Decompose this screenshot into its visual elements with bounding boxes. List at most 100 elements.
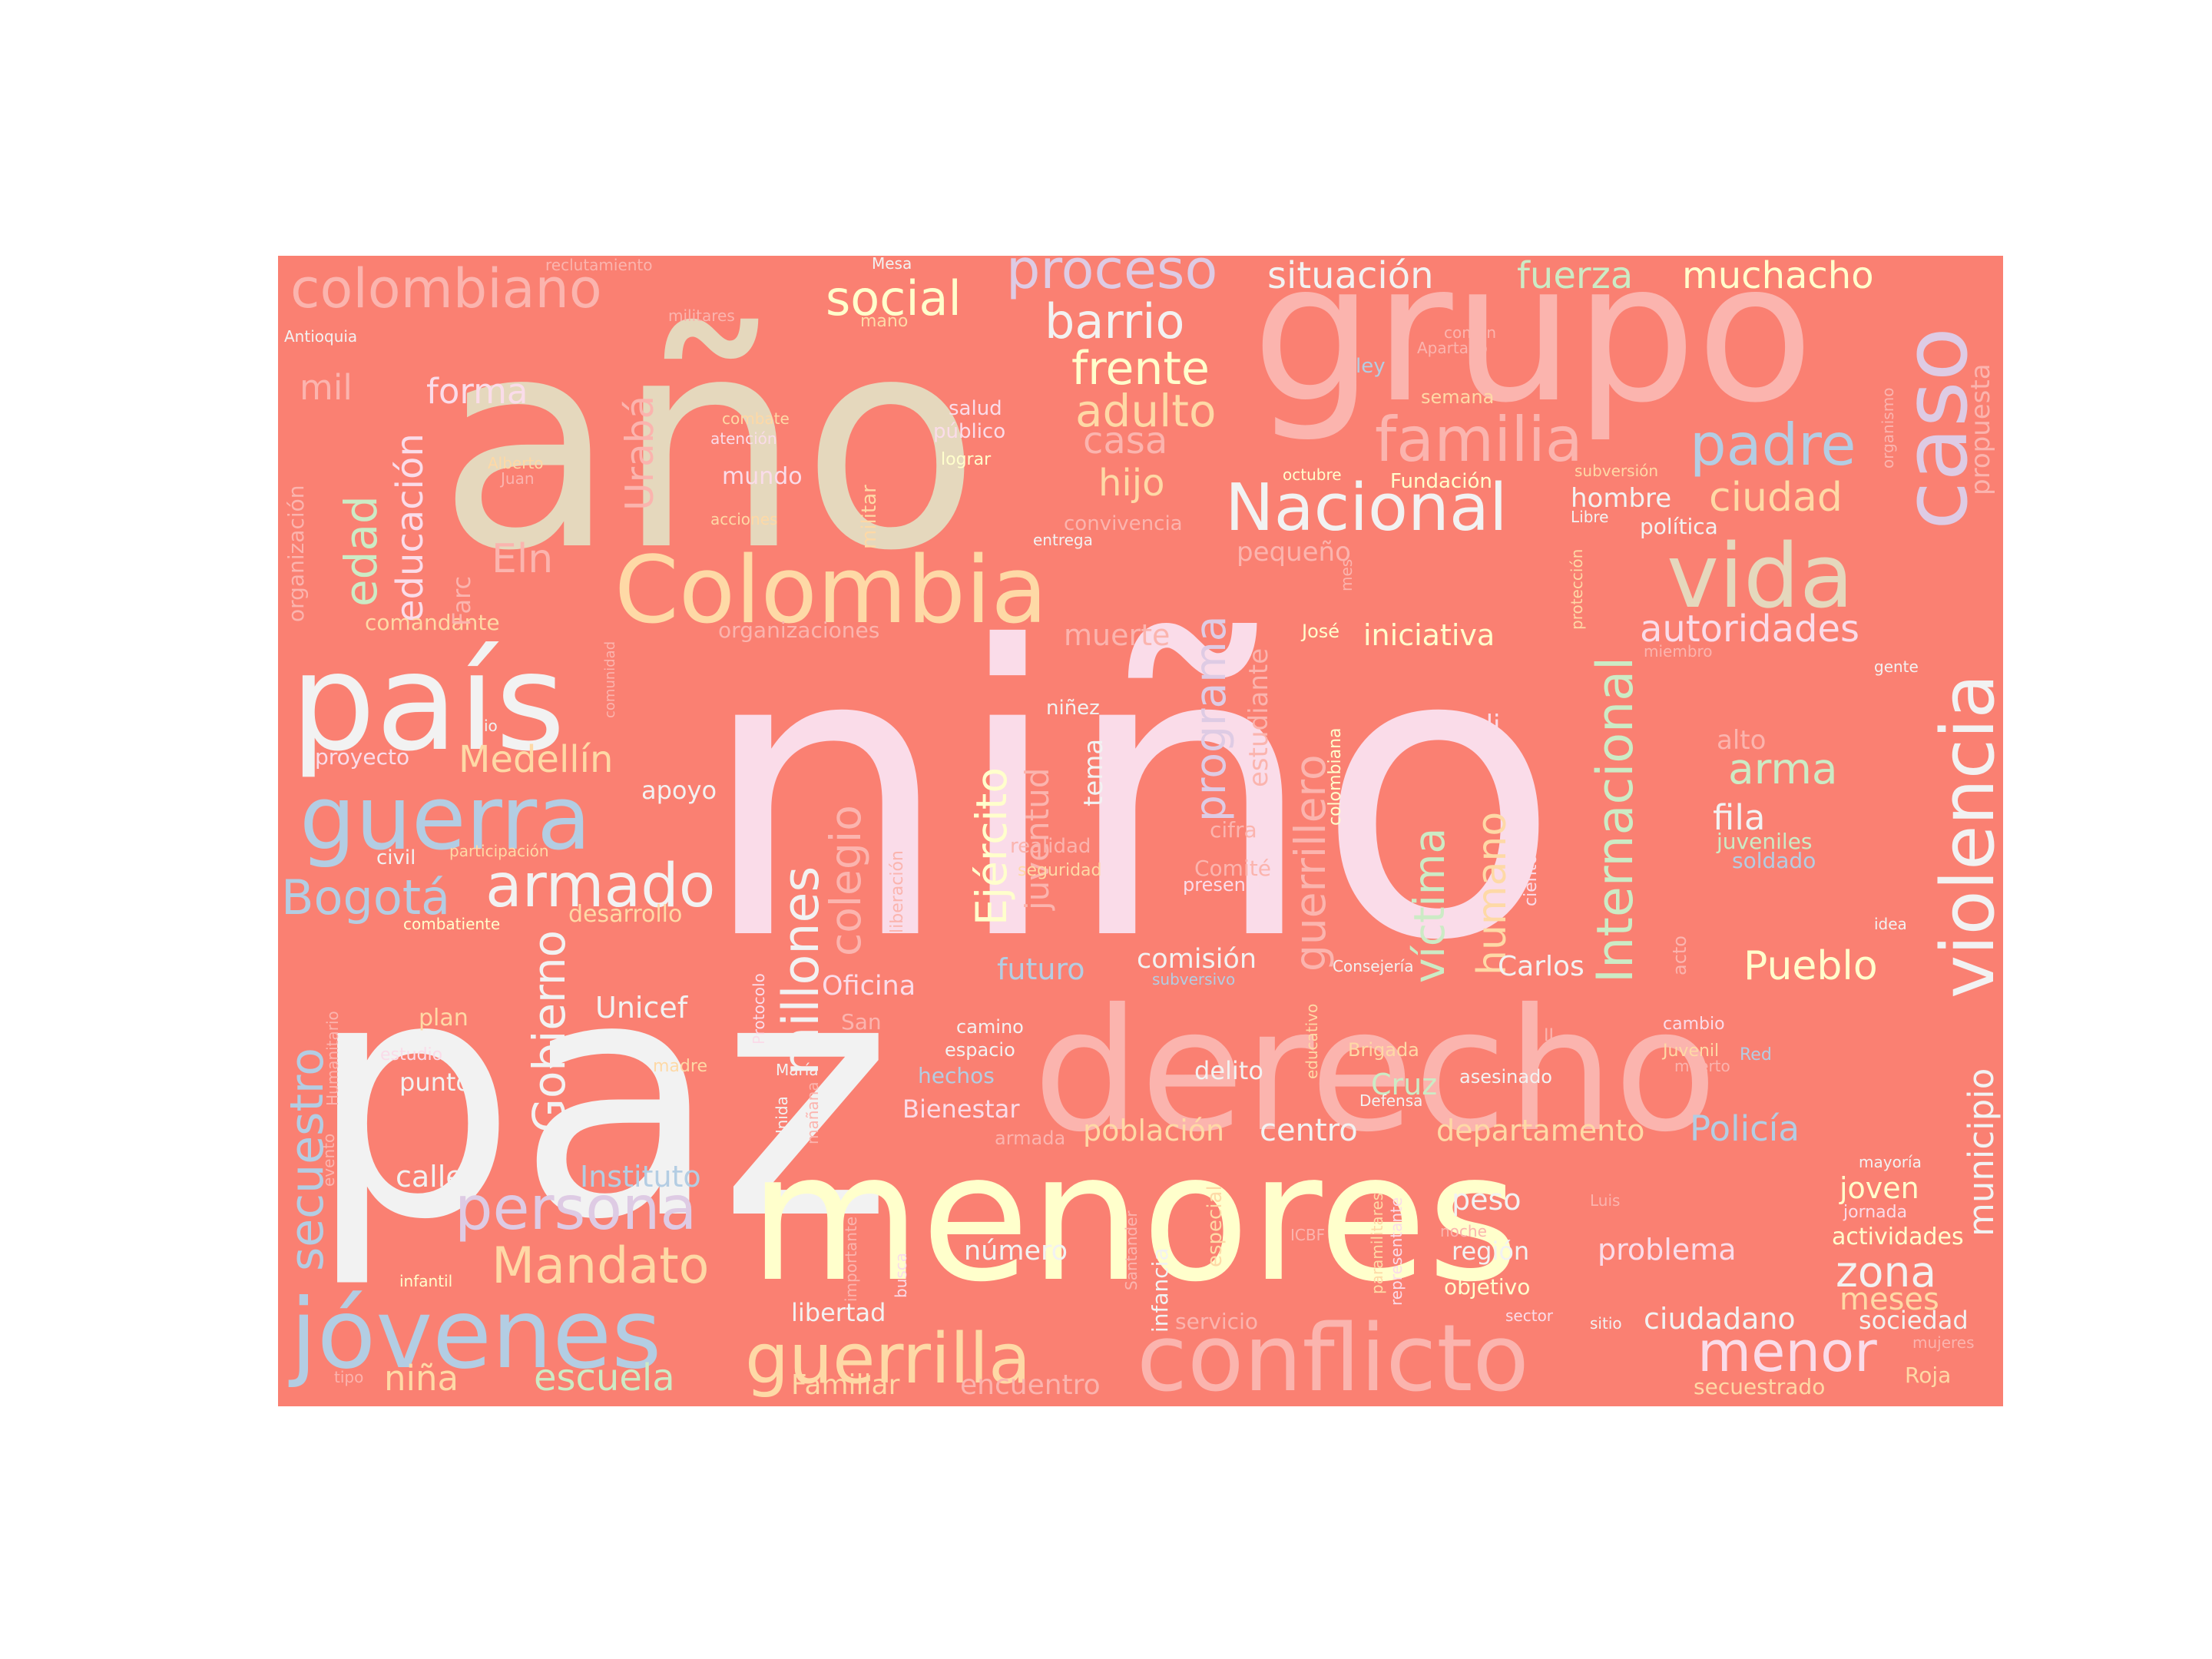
word-estudio: estudio xyxy=(380,1045,442,1065)
word-militares: militares xyxy=(668,306,735,325)
word-mano: mano xyxy=(860,312,908,331)
word-bienestar: Bienestar xyxy=(902,1094,1020,1124)
word-icbf: ICBF xyxy=(1290,1226,1325,1244)
word-muerte: muerte xyxy=(1064,618,1170,652)
word-especial: especial xyxy=(1204,1185,1227,1267)
word-menor: menor xyxy=(1697,1320,1877,1384)
word-adulto: adulto xyxy=(1075,385,1216,437)
word-sector: sector xyxy=(1505,1306,1554,1325)
word-subversion: subversión xyxy=(1575,462,1658,480)
word-combatiente: combatiente xyxy=(403,915,500,933)
word-actividades: actividades xyxy=(1832,1224,1964,1250)
word-medellin: Medellín xyxy=(459,738,613,781)
word-mes: mes xyxy=(1337,559,1356,591)
word-educativo: educativo xyxy=(1303,1004,1321,1079)
word-cali: Cali xyxy=(1452,710,1500,740)
word-humanitario: Humanitario xyxy=(323,1011,342,1106)
word-punto: punto xyxy=(399,1068,471,1097)
word-libre: Libre xyxy=(1571,508,1608,526)
word-acciones: acciones xyxy=(710,510,777,528)
word-humano: humano xyxy=(1469,812,1515,975)
word-mil: mil xyxy=(300,367,353,408)
word-organizaciones: organizaciones xyxy=(718,618,879,643)
word-alberto: Alberto xyxy=(488,454,544,472)
word-internacional: Internacional xyxy=(1587,657,1644,983)
word-presencia: presencia xyxy=(1183,874,1272,896)
word-publico: público xyxy=(933,420,1005,443)
word-lograr: lograr xyxy=(941,450,992,469)
word-ley: ley xyxy=(1356,355,1386,378)
word-roja: Roja xyxy=(1905,1363,1951,1388)
word-region: región xyxy=(1452,1237,1529,1266)
word-departamento: departamento xyxy=(1436,1114,1644,1147)
word-social: social xyxy=(826,270,962,326)
word-colombiana: colombiana xyxy=(1326,727,1345,826)
word-arma: arma xyxy=(1728,744,1838,793)
word-calle: calle xyxy=(396,1160,464,1194)
word-cruz: Cruz xyxy=(1371,1068,1437,1101)
word-forma: forma xyxy=(426,371,528,412)
word-evento: evento xyxy=(320,1134,338,1187)
word-plan: plan xyxy=(419,1005,469,1031)
word-red: Red xyxy=(1740,1045,1772,1065)
word-ninez: niñez xyxy=(1046,697,1100,720)
word-colombia: Colombia xyxy=(614,538,1048,644)
word-secuestrado: secuestrado xyxy=(1694,1374,1825,1399)
word-centro: centro xyxy=(1260,1113,1358,1148)
word-numero: número xyxy=(964,1236,1068,1267)
word-organismo: organismo xyxy=(1879,388,1897,469)
word-liberacion: liberación xyxy=(888,850,907,933)
word-guerra: guerra xyxy=(300,767,591,870)
word-problema: problema xyxy=(1598,1233,1737,1267)
word-nacional: Nacional xyxy=(1225,470,1508,546)
word-salud: salud xyxy=(949,397,1002,420)
word-atencion: atención xyxy=(710,429,777,448)
word-convivencia: convivencia xyxy=(1064,512,1183,535)
word-jose: José xyxy=(1300,621,1339,642)
word-maria: María xyxy=(776,1061,819,1079)
word-proyecto: proyecto xyxy=(315,744,409,770)
word-militar: militar xyxy=(858,485,881,549)
word-estudiante: estudiante xyxy=(1243,648,1274,787)
word-santander: Santander xyxy=(1122,1210,1141,1290)
word-comandante: comandante xyxy=(365,610,500,635)
word-encuentro: encuentro xyxy=(960,1369,1101,1401)
word-soldado: soldado xyxy=(1732,848,1816,873)
word-asesinado: asesinado xyxy=(1459,1066,1552,1088)
word-educacion: educación xyxy=(389,433,432,622)
word-iniciativa: iniciativa xyxy=(1363,618,1495,652)
word-bogota: Bogotá xyxy=(281,869,450,926)
word-colegio: colegio xyxy=(821,805,870,956)
word-fila: fila xyxy=(1713,797,1765,838)
word-politica: política xyxy=(1640,514,1718,539)
word-camino: camino xyxy=(956,1016,1024,1038)
word-infantil: infantil xyxy=(399,1272,452,1290)
word-caso: caso xyxy=(1885,327,1988,530)
word-derecho: derecho xyxy=(1033,972,1717,1169)
word-seguridad: seguridad xyxy=(1018,861,1101,880)
word-hijo: hijo xyxy=(1098,462,1164,505)
word-pequeno: pequeño xyxy=(1237,537,1351,568)
word-policia: Policía xyxy=(1690,1108,1800,1149)
word-propuesta: propuesta xyxy=(1965,363,1996,495)
word-unida: Unida xyxy=(773,1096,791,1141)
word-delito: delito xyxy=(1194,1056,1263,1085)
word-hechos: hechos xyxy=(918,1063,995,1088)
word-organizacion: organización xyxy=(283,485,309,622)
word-infancia: infancia xyxy=(1147,1247,1173,1333)
word-participacion: participación xyxy=(449,842,549,860)
word-guerrilla: guerrilla xyxy=(745,1319,1031,1399)
word-proceso: proceso xyxy=(1006,238,1217,301)
word-meses: meses xyxy=(1839,1282,1939,1317)
word-eln: Eln xyxy=(492,536,553,582)
word-juventud: juventud xyxy=(1018,768,1056,911)
word-fuerza: fuerza xyxy=(1517,254,1633,297)
word-secuestro: secuestro xyxy=(280,1048,334,1271)
word-barrio: barrio xyxy=(1045,293,1184,349)
word-octubre: octubre xyxy=(1283,465,1342,484)
word-casa: casa xyxy=(1083,419,1167,462)
word-defensa: Defensa xyxy=(1359,1091,1422,1110)
word-carlos: Carlos xyxy=(1498,951,1584,982)
word-millones: millones xyxy=(773,866,830,1075)
